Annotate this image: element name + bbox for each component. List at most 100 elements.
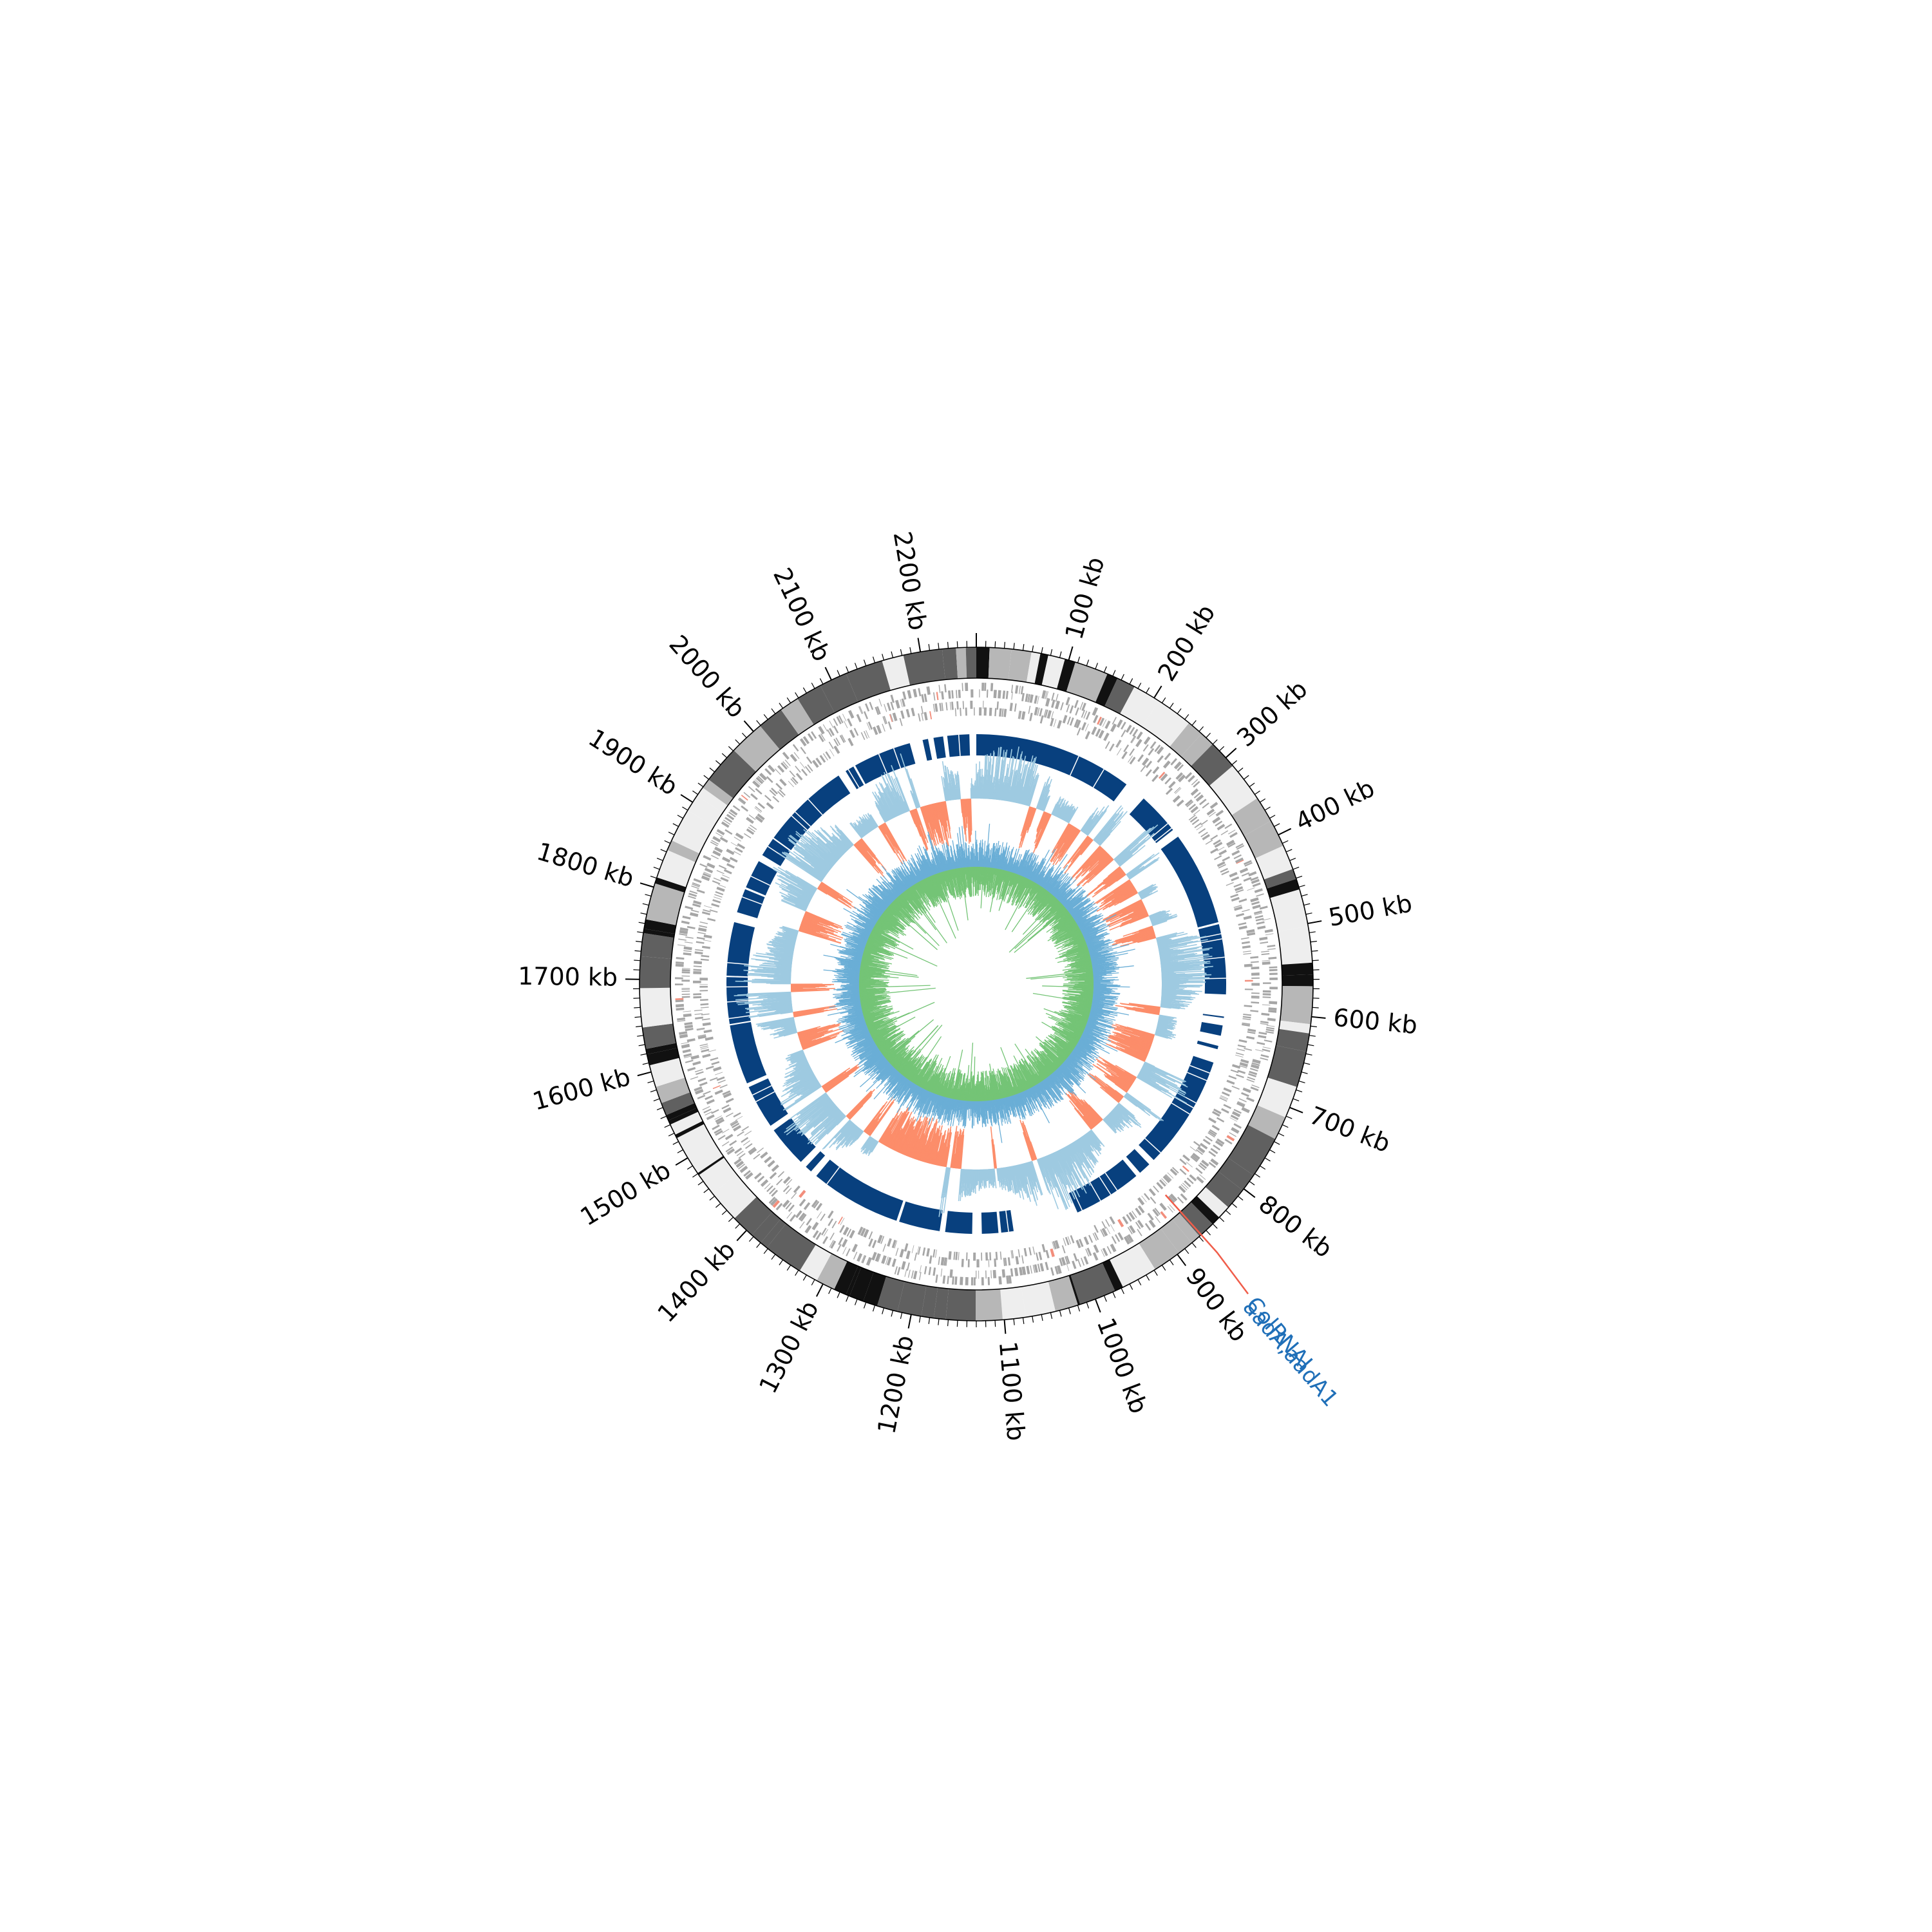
cytoband (643, 929, 675, 938)
block-separator (727, 962, 749, 965)
gene-feature (741, 1137, 749, 1143)
gene-feature (1156, 746, 1164, 755)
gene-feature (1228, 1075, 1237, 1080)
gene-feature (699, 921, 708, 925)
gene-feature (1268, 1007, 1277, 1011)
gene-feature (1037, 1264, 1041, 1273)
gene-feature (1162, 760, 1171, 769)
minor-tick (634, 1007, 641, 1009)
block-track (726, 734, 1226, 1234)
minor-tick (1169, 1259, 1174, 1265)
gene-feature (1014, 1267, 1019, 1276)
gene-feature (1010, 1250, 1013, 1259)
gene-feature (703, 909, 711, 913)
minor-tick (1077, 1305, 1081, 1312)
minor-tick (891, 651, 894, 658)
major-tick (1068, 646, 1074, 661)
minor-tick (1301, 894, 1308, 897)
gene-feature (837, 1244, 842, 1252)
cytoband (699, 1157, 737, 1194)
gene-feature (1248, 871, 1257, 876)
gene-feature (1242, 1087, 1251, 1094)
gene-feature (737, 799, 745, 805)
gene-feature (1244, 860, 1252, 866)
gene-feature (717, 884, 726, 888)
gene-feature (690, 1055, 699, 1060)
gene-feature (951, 690, 954, 699)
major-tick (637, 1071, 652, 1077)
gene-feature (1269, 969, 1278, 972)
gene-feature (712, 1124, 720, 1130)
gene-feature (1011, 685, 1014, 694)
gene-feature (960, 1276, 963, 1285)
gene-feature (1003, 1258, 1006, 1266)
minor-tick (692, 1173, 699, 1178)
gene-feature (685, 1028, 694, 1032)
gene-feature (1015, 1256, 1019, 1265)
gene-feature (881, 1255, 887, 1264)
gene-feature (1193, 810, 1200, 815)
gene-feature (923, 694, 927, 703)
gene-feature (784, 759, 791, 766)
gene-feature (696, 936, 705, 940)
gene-feature (718, 865, 727, 870)
block-separator (742, 896, 762, 905)
major-tick (736, 1229, 747, 1242)
gene-feature (947, 1276, 949, 1284)
gene-feature (1066, 1255, 1070, 1264)
minor-tick (656, 858, 663, 861)
gene-feature (1254, 913, 1263, 916)
gene-feature (1189, 1174, 1197, 1182)
gene-feature (743, 833, 752, 838)
gene-feature (1251, 992, 1260, 994)
gene-feature (1060, 702, 1064, 711)
gene-feature (748, 1148, 757, 1155)
gene-feature (766, 776, 773, 783)
gene-feature (1255, 918, 1264, 922)
minor-tick (863, 659, 867, 667)
gene-feature (1208, 1117, 1217, 1124)
gene-feature (842, 1226, 849, 1236)
gene-feature (911, 1270, 914, 1279)
gene-feature (793, 1185, 800, 1193)
gene-feature (703, 1029, 712, 1034)
gene-feature (677, 944, 686, 947)
gene-feature (934, 703, 938, 712)
gene-feature (730, 1121, 739, 1126)
gene-feature (1231, 896, 1240, 902)
minor-tick (1260, 1165, 1266, 1170)
gene-feature (696, 1027, 705, 1030)
block-separator (808, 799, 823, 815)
gene-feature (682, 1048, 691, 1054)
minor-tick (854, 663, 858, 670)
gene-feature (1215, 810, 1224, 817)
gene-feature (716, 1119, 725, 1125)
gene-feature (738, 1163, 745, 1170)
gene-feature (1023, 1247, 1027, 1256)
gene-feature (1093, 714, 1099, 723)
cytoband (1179, 1202, 1213, 1236)
minor-tick (882, 654, 885, 661)
minor-tick (1032, 1316, 1034, 1323)
gene-feature (1241, 872, 1250, 877)
gene-feature (1234, 906, 1243, 911)
minor-tick (1305, 913, 1312, 915)
gene-feature (739, 1166, 748, 1173)
block-segment (999, 1210, 1014, 1233)
gene-feature (853, 728, 859, 736)
minor-tick (1212, 739, 1218, 745)
gene-feature (1256, 921, 1265, 925)
gene-feature (791, 777, 799, 784)
block-separator (1089, 1182, 1101, 1202)
minor-tick (640, 1053, 647, 1056)
gene-feature (989, 707, 992, 716)
gene-feature (781, 762, 788, 770)
gene-feature (838, 1236, 844, 1245)
gene-feature (1037, 707, 1040, 716)
minor-tick (1137, 683, 1142, 689)
gene-feature (1209, 802, 1218, 810)
gene-feature (979, 689, 980, 698)
gene-feature (792, 744, 799, 752)
gene-feature (1195, 1167, 1203, 1174)
gene-feature (1102, 719, 1107, 727)
